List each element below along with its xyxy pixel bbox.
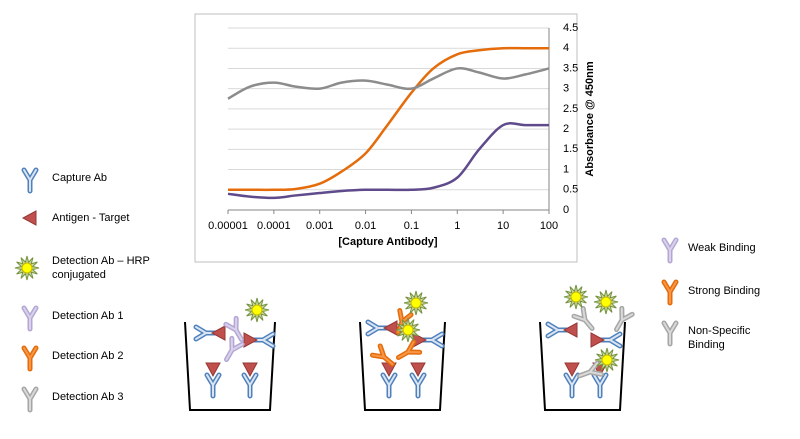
antibody-core: [411, 374, 425, 397]
y-tick-label: 0.5: [563, 184, 578, 196]
antibody-core: [224, 317, 243, 341]
antibody-icon: [380, 372, 398, 399]
antibody-core: [663, 322, 677, 345]
antigen-icon: [562, 322, 578, 338]
y-tick-label: 2.5: [563, 103, 578, 115]
x-tick-label: 0.1: [404, 220, 419, 232]
legend-text: Non-Specific Binding: [688, 325, 751, 351]
antibody-icon: [21, 305, 39, 332]
antibody-icon: [409, 372, 427, 399]
y-axis-label: Absorbance @ 450nm: [584, 61, 596, 176]
antibody-core: [382, 374, 396, 397]
antibody-icon: [21, 345, 39, 372]
hrp-core: [251, 304, 263, 316]
legend-text: Antigen - Target: [52, 212, 130, 224]
antibody-icon: [571, 305, 595, 331]
y-tick-label: 1: [563, 163, 569, 175]
legend-text: Strong Binding: [688, 285, 761, 297]
y-tick-label: 1.5: [563, 143, 578, 155]
legend-text: Weak Binding: [688, 242, 756, 254]
antibody-core: [371, 344, 394, 366]
icons: [14, 167, 679, 413]
well: [184, 321, 276, 411]
antibody-icon: [591, 372, 609, 399]
antibody-core: [593, 374, 607, 397]
hrp-core: [402, 324, 414, 336]
antibody-core: [397, 340, 421, 359]
antibody-icon: [661, 279, 679, 306]
antibody-icon: [21, 386, 39, 413]
y-tick-label: 4.5: [563, 22, 578, 34]
antibody-core: [23, 347, 37, 370]
antibody-icon: [369, 343, 395, 367]
antibody-icon: [21, 167, 39, 194]
well: [359, 321, 446, 411]
antigen-icon: [242, 362, 258, 378]
x-tick-label: 0.00001: [208, 220, 248, 232]
legend-text: Detection Ab 2: [52, 350, 124, 362]
antibody-core: [565, 374, 579, 397]
antigen-icon: [410, 362, 426, 378]
y-tick-label: 3: [563, 83, 569, 95]
line-series: [227, 67, 550, 100]
antigen-icon: [243, 332, 259, 348]
x-tick-label: 1: [454, 220, 460, 232]
antibody-icon: [241, 372, 259, 399]
antigen-icon: [205, 362, 221, 378]
antibody-core: [243, 374, 257, 397]
x-tick-label: 0.0001: [257, 220, 291, 232]
legend-text: Capture Ab: [52, 172, 108, 184]
antibody-core: [206, 374, 220, 397]
legend-text: Detection Ab 3: [52, 391, 124, 403]
antibody-core: [663, 239, 677, 262]
antigen-icon: [382, 320, 398, 336]
antibody-core: [663, 281, 677, 304]
line-series: [227, 46, 549, 192]
y-tick-label: 4: [563, 42, 569, 54]
y-tick-label: 3.5: [563, 62, 578, 74]
antibody-icon: [563, 372, 581, 399]
x-tick-label: 0.01: [355, 220, 376, 232]
line-series: [227, 122, 549, 200]
legend-text: Detection Ab 1: [52, 310, 124, 322]
antibody-icon: [395, 339, 423, 360]
x-tick-label: 10: [497, 220, 509, 232]
hrp-core: [600, 296, 612, 308]
hrp-core: [410, 297, 422, 309]
antibody-icon: [204, 372, 222, 399]
hrp-core: [21, 262, 33, 274]
antibody-icon: [614, 305, 635, 333]
y-tick-label: 0: [563, 204, 569, 216]
antibody-icon: [577, 360, 604, 379]
hrp-core: [601, 354, 613, 366]
antibody-core: [572, 307, 594, 330]
well: [539, 321, 626, 411]
hrp-core: [570, 291, 582, 303]
legend-text: Detection Ab – HRP conjugated: [52, 255, 150, 281]
x-tick-label: 100: [540, 220, 558, 232]
antibody-icon: [223, 315, 244, 343]
antibody-core: [23, 307, 37, 330]
antigen-icon: [210, 325, 226, 341]
antibody-core: [23, 169, 37, 192]
antigen-icon: [564, 362, 580, 378]
antibody-icon: [661, 320, 679, 347]
antibody-core: [615, 307, 634, 331]
antigen-icon: [590, 332, 606, 348]
antibody-core: [578, 361, 603, 377]
x-axis-label: [Capture Antibody]: [338, 236, 438, 248]
antibody-core: [225, 337, 244, 361]
y-tick-label: 2: [563, 123, 569, 135]
x-tick-label: 0.001: [306, 220, 334, 232]
antibody-core: [23, 388, 37, 411]
chart-frame: [194, 13, 578, 263]
antibody-icon: [661, 237, 679, 264]
antibody-icon: [224, 335, 245, 363]
antigen-icon: [21, 210, 37, 226]
